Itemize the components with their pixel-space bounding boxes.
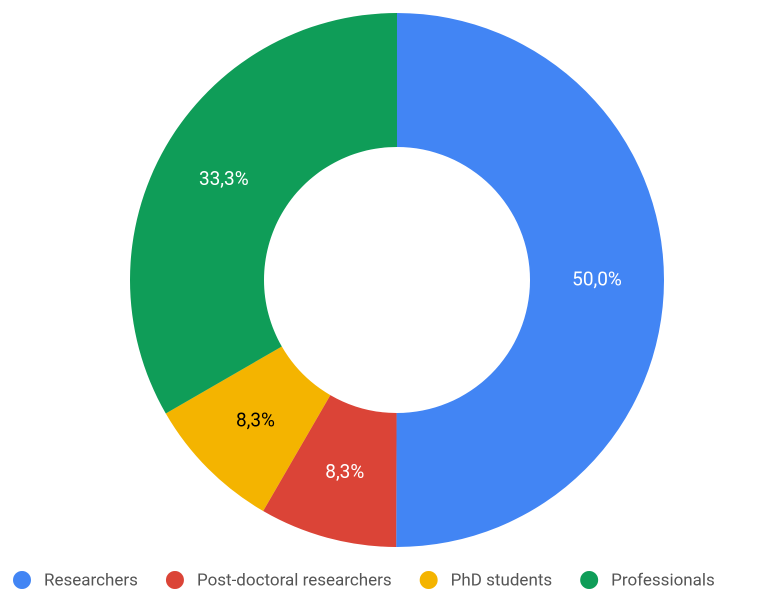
- value-label: 50,0%: [572, 267, 622, 290]
- legend-label: Researchers: [44, 570, 138, 590]
- legend-marker: [580, 571, 599, 589]
- slice: [165, 346, 331, 512]
- legend-label: Post-doctoral researchers: [197, 570, 392, 590]
- slice: [396, 13, 665, 547]
- legend-marker: [13, 571, 31, 589]
- legend-label: Professionals: [611, 570, 715, 590]
- value-label: 8,3%: [325, 460, 364, 483]
- slice: [129, 13, 397, 414]
- slice: [263, 395, 397, 547]
- value-label: 8,3%: [236, 408, 275, 431]
- legend-marker: [419, 571, 438, 589]
- legend-label: PhD students: [451, 570, 553, 590]
- legend-marker: [165, 571, 184, 589]
- value-label: 33,3%: [199, 167, 249, 190]
